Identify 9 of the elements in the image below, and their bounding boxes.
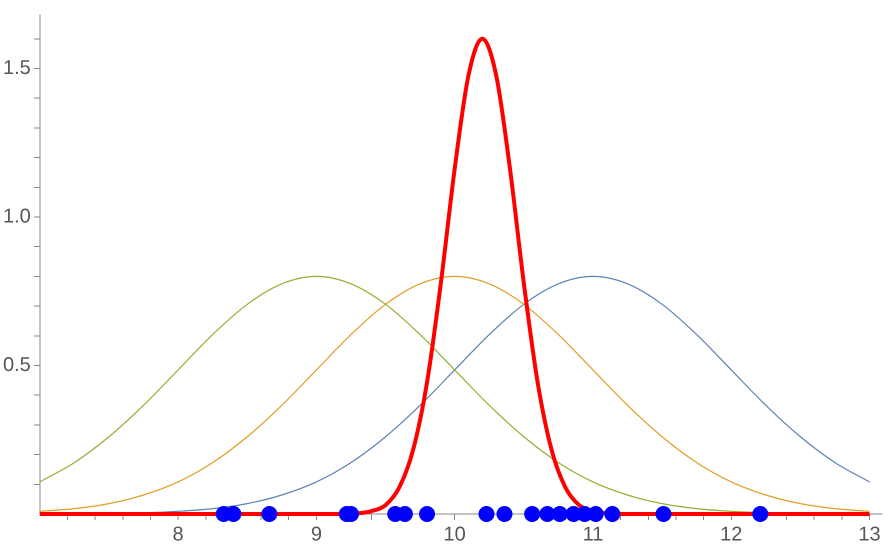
y-tick-label: 1.5: [2, 56, 31, 79]
x-tick-label: 13: [858, 524, 881, 546]
y-tick-label: 1.0: [2, 205, 31, 228]
x-tick-label: 8: [172, 524, 184, 546]
x-tick-label: 12: [720, 524, 742, 546]
x-tick-label: 11: [582, 524, 604, 546]
x-tick-label: 10: [444, 524, 466, 546]
x-tick-label: 9: [310, 524, 322, 546]
y-tick-label: 0.5: [2, 354, 31, 376]
